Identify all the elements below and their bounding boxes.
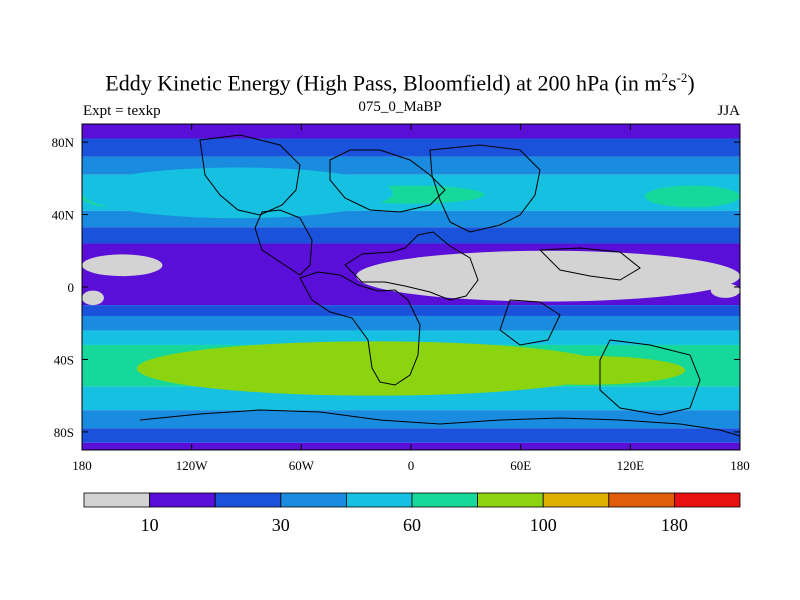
contour-tropical-calm-west	[82, 254, 163, 277]
colorbar-label: 10	[141, 515, 159, 535]
x-tick-label: 60W	[289, 458, 315, 473]
colorbar-label: 30	[272, 515, 290, 535]
coastline-layer	[139, 134, 740, 437]
colorbar-label: 60	[403, 515, 421, 535]
contour-band-9	[82, 330, 740, 345]
colorbar-swatch-0	[83, 492, 150, 508]
contour-sh-core-b	[136, 341, 613, 396]
colorbar-swatch-2	[214, 492, 282, 508]
subtitle-run: 075_0_MaBP	[358, 99, 442, 115]
colorbar-swatch-9	[674, 492, 741, 508]
colorbar-label: 100	[530, 515, 557, 535]
subtitle-experiment: Expt = texkp	[83, 103, 161, 119]
y-tick-label: 0	[68, 280, 75, 295]
x-tick-label: 180	[730, 458, 750, 473]
colorbar-swatch-8	[608, 492, 675, 508]
contour-band-0	[82, 124, 740, 139]
contour-band-1	[82, 138, 740, 157]
subtitle-season: JJA	[717, 103, 740, 119]
contour-tropical-calm-east	[356, 250, 740, 302]
colorbar-swatch-4	[345, 492, 413, 508]
coastline-7	[599, 339, 701, 416]
y-tick-label: 80S	[54, 425, 74, 440]
coastline-5	[429, 144, 541, 233]
contour-band-11	[82, 386, 740, 411]
chart-title-superscript-1: 2	[661, 70, 669, 85]
x-tick-label: 120W	[176, 458, 209, 473]
chart-title-unit-s: s	[668, 70, 677, 96]
contour-nh-band-pacific	[82, 167, 393, 219]
contour-band-7	[82, 305, 740, 316]
chart-title-close: )	[687, 70, 695, 96]
colorbar-swatch-1	[149, 492, 216, 508]
contour-band-5	[82, 227, 740, 244]
contour-sh-band-level6-east	[484, 355, 686, 385]
axes-layer: 180 120W 60W 0 60E 120E 180 80N 40N 0 40S 80S	[52, 124, 750, 473]
coastline-3	[329, 149, 446, 213]
contour-band-12	[82, 410, 740, 429]
colorbar-swatch-3	[280, 492, 347, 508]
x-tick-label: 120E	[617, 458, 645, 473]
coastline-2	[254, 209, 313, 276]
coastline-4	[199, 134, 301, 216]
chart-title-superscript-2: -2	[676, 70, 688, 85]
colorbar: 10 30 60 100 180	[83, 492, 741, 535]
y-tick-label: 40N	[52, 208, 75, 223]
contour-nh-jet-east	[644, 185, 740, 208]
colorbar-swatch-7	[542, 492, 610, 508]
coastline-8	[538, 247, 641, 281]
colorbar-swatch-6	[477, 492, 544, 508]
contour-tropical-calm-dateline	[710, 283, 740, 298]
x-tick-label: 180	[72, 458, 92, 473]
contour-fill-layer	[82, 124, 740, 450]
contour-band-8	[82, 315, 740, 331]
y-tick-label: 80N	[52, 135, 75, 150]
coastline-6	[499, 299, 561, 346]
colorbar-label: 180	[661, 515, 688, 535]
coastline-1	[344, 231, 479, 301]
colorbar-swatch-5	[411, 492, 478, 508]
contour-band-13	[82, 428, 740, 443]
x-tick-label: 60E	[510, 458, 531, 473]
y-tick-label: 40S	[54, 352, 74, 367]
chart-title-text: Eddy Kinetic Energy (High Pass, Bloomfie…	[105, 70, 662, 96]
coastline-0	[299, 271, 421, 386]
x-tick-label: 0	[408, 458, 415, 473]
coastline-9	[139, 409, 740, 437]
contour-tropical-calm-westmost	[82, 290, 104, 306]
chart-title: Eddy Kinetic Energy (High Pass, Bloomfie…	[0, 70, 800, 96]
